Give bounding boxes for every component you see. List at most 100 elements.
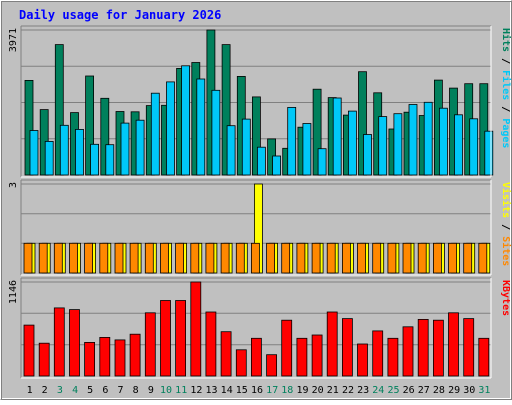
bar-files-day-5 [90, 143, 99, 176]
bar-kbytes-day-6 [99, 336, 111, 377]
bar-sites-day-19 [296, 242, 306, 274]
bar-sites-day-26 [402, 242, 412, 274]
bar-files-day-2 [44, 140, 54, 176]
bar-files-day-8 [135, 119, 145, 176]
panel-visits: 3 Visits / Sites [8, 179, 512, 276]
bar-sites-day-5 [84, 242, 93, 274]
bar-files-day-11 [181, 65, 191, 176]
bar-kbytes-day-12 [190, 281, 202, 377]
bar-kbytes-day-14 [220, 331, 232, 377]
bar-kbytes-day-31 [478, 337, 490, 377]
x-tick-label-day-24: 24 [372, 385, 384, 396]
x-tick-label-day-5: 5 [87, 385, 93, 396]
bar-files-day-3 [59, 124, 69, 176]
bar-hits-day-6 [100, 97, 110, 176]
panel-hits: 3971 Hits / Files / Pages [8, 25, 512, 178]
legend-part: Visits [500, 182, 512, 218]
bar-kbytes-day-18 [281, 319, 293, 377]
bar-kbytes-day-17 [266, 354, 278, 377]
bar-files-day-10 [166, 81, 175, 176]
bar-sites-day-18 [281, 242, 291, 274]
y-max-label-hits: 3971 [8, 28, 19, 52]
x-tick-label-day-3: 3 [57, 385, 63, 396]
bar-files-day-13 [211, 89, 221, 176]
bar-sites-day-29 [448, 242, 457, 274]
x-tick-label-day-15: 15 [236, 385, 248, 396]
x-tick-label-day-17: 17 [266, 385, 278, 396]
x-tick-label-day-28: 28 [433, 385, 445, 396]
x-tick-label-day-16: 16 [251, 385, 263, 396]
x-tick-label-day-1: 1 [27, 385, 33, 396]
x-tick-label-day-14: 14 [221, 385, 233, 396]
bar-sites-day-30 [463, 242, 473, 274]
bar-kbytes-day-3 [53, 307, 65, 377]
bar-sites-day-20 [311, 242, 321, 274]
bar-kbytes-day-11 [175, 300, 187, 377]
chart-panels: 3971 Hits / Files / Pages 3 Visits / Sites 1… [8, 25, 512, 379]
bar-hits-day-3 [54, 44, 64, 176]
bar-files-day-23 [363, 134, 372, 176]
bar-files-day-20 [317, 148, 327, 176]
bar-files-day-25 [393, 113, 403, 176]
x-tick-label-day-31: 31 [478, 385, 490, 396]
x-tick-label-day-10: 10 [160, 385, 172, 396]
legend-part: Files [500, 70, 512, 100]
bar-files-day-1 [29, 130, 39, 176]
bar-sites-day-17 [266, 242, 276, 274]
bar-sites-day-14 [220, 242, 230, 274]
bar-sites-day-22 [341, 242, 351, 274]
legend-label-kbytes: KBytes [500, 280, 511, 316]
bar-kbytes-day-16 [250, 337, 262, 377]
bar-kbytes-day-8 [129, 333, 141, 377]
bar-sites-day-31 [478, 242, 488, 274]
bar-sites-day-16 [250, 242, 260, 274]
bar-sites-day-9 [144, 242, 154, 274]
bar-sites-day-4 [69, 242, 78, 274]
bar-files-day-21 [332, 97, 342, 176]
chart-title: Daily usage for January 2026 [19, 8, 221, 22]
bar-files-day-9 [150, 92, 160, 176]
bar-sites-day-7 [114, 242, 124, 274]
x-tick-label-day-18: 18 [281, 385, 293, 396]
bar-hits-day-20 [312, 88, 322, 176]
y-max-label-visits: 3 [8, 182, 19, 188]
x-tick-label-day-8: 8 [133, 385, 139, 396]
x-tick-label-day-27: 27 [418, 385, 430, 396]
bar-files-day-30 [469, 118, 479, 176]
bar-kbytes-day-27 [417, 318, 429, 377]
bar-kbytes-day-10 [160, 300, 171, 377]
bar-kbytes-day-2 [38, 342, 50, 377]
legend-part: KBytes [500, 280, 511, 316]
bar-hits-day-31 [479, 83, 489, 176]
bar-sites-day-11 [175, 242, 185, 274]
bar-sites-day-12 [190, 242, 200, 274]
bar-files-day-31 [484, 130, 494, 176]
bar-files-day-26 [408, 104, 418, 176]
bar-hits-day-16 [251, 96, 261, 176]
bar-files-day-18 [287, 107, 297, 176]
legend-part: Hits [500, 28, 512, 52]
x-tick-label-day-30: 30 [463, 385, 475, 396]
bar-kbytes-day-9 [144, 312, 156, 377]
x-tick-label-day-19: 19 [296, 385, 308, 396]
legend-part: Sites [500, 236, 512, 266]
x-tick-label-day-21: 21 [327, 385, 339, 396]
bar-files-day-24 [378, 116, 388, 176]
bar-hits-day-14 [221, 44, 231, 176]
bar-sites-day-3 [53, 242, 63, 274]
bar-kbytes-day-22 [341, 318, 353, 377]
bar-kbytes-day-1 [23, 324, 35, 377]
legend-part: / [500, 218, 511, 236]
bar-kbytes-day-4 [69, 309, 80, 377]
bar-hits-day-23 [358, 71, 367, 176]
bar-sites-day-21 [326, 242, 336, 274]
bar-kbytes-day-21 [326, 311, 338, 377]
bar-sites-day-8 [129, 242, 139, 274]
bar-sites-day-15 [235, 242, 245, 274]
legend-part: / [500, 100, 511, 118]
bar-kbytes-day-13 [205, 311, 217, 377]
y-max-label-kbytes: 1146 [8, 280, 19, 304]
bar-sites-day-25 [387, 242, 397, 274]
